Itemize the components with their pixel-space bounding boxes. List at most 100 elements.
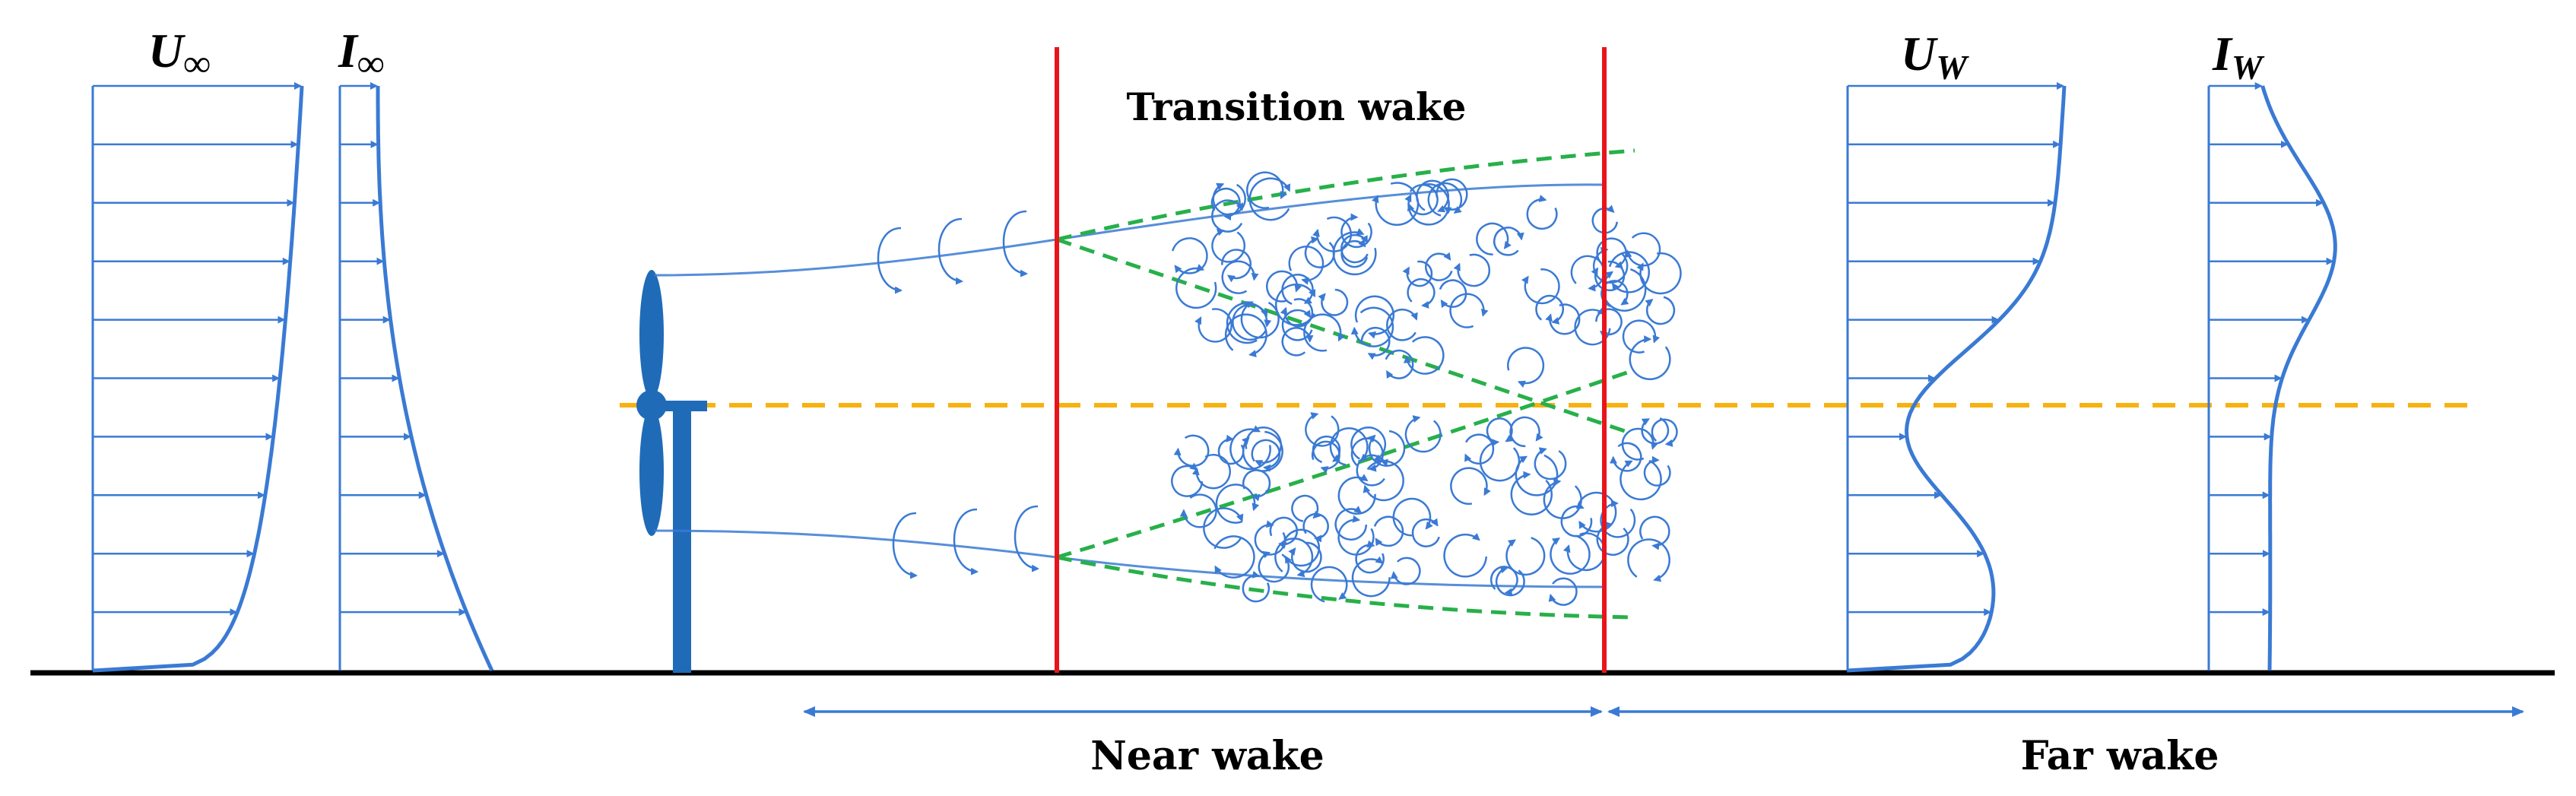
tip-vortex-icon: [892, 512, 918, 579]
vortex-curl-icon: [1643, 455, 1671, 487]
vortex-curl-icon: [1416, 179, 1449, 213]
vortex-curl-icon: [1310, 566, 1348, 603]
vortex-curl-icon: [1404, 415, 1442, 453]
shear-layer-upper-inner: [1056, 237, 1628, 434]
vortex-curl-icon: [1550, 534, 1591, 575]
vortex-curl-icon: [1274, 538, 1314, 578]
vortex-curl-icon: [1427, 182, 1463, 217]
vortex-curl-icon: [1627, 538, 1670, 582]
vortex-curl-icon: [1211, 228, 1245, 263]
vortex-curl-icon: [1305, 412, 1340, 447]
vortex-curl-icon: [1367, 430, 1406, 467]
tip-vortex-icon: [1014, 505, 1039, 572]
wake-boundary-lower: [653, 529, 1605, 588]
tip-vortex-icon: [877, 227, 903, 294]
vortex-curl-icon: [1213, 535, 1255, 579]
vortex-curl-icon: [1269, 516, 1298, 550]
vortex-curl-icon: [1476, 222, 1512, 255]
vortex-curl-icon: [1425, 252, 1453, 281]
vortex-curl-icon: [1535, 294, 1564, 325]
vortex-curl-icon: [1510, 471, 1553, 515]
vortex-curl-icon: [1337, 474, 1376, 515]
vortex-curl-icon: [1645, 296, 1676, 325]
inflow-turbulence-symbol: I: [338, 24, 359, 78]
wake-velocity-subscript: W: [1936, 48, 1969, 87]
vortex-field: [877, 171, 1682, 606]
vortex-curl-icon: [1355, 540, 1385, 574]
vortex-curl-icon: [1570, 255, 1605, 292]
inflow-velocity-label: U∞: [148, 24, 211, 84]
vortex-curl-icon: [1340, 239, 1369, 268]
vortex-curl-icon: [1210, 187, 1241, 221]
vortex-curl-icon: [1172, 237, 1208, 274]
vortex-curl-icon: [1521, 268, 1560, 305]
wake-turbulence-symbol: I: [2212, 27, 2233, 81]
turbine-blade-lower: [639, 407, 664, 536]
vortex-curl-icon: [1221, 249, 1252, 283]
wake-turbulence-profile: [2207, 82, 2337, 671]
vortex-curl-icon: [1562, 532, 1606, 572]
wake-velocity-profile: [1846, 82, 2067, 673]
vortex-curl-icon: [1283, 528, 1320, 567]
vortex-curl-icon: [1173, 434, 1210, 468]
inflow-turbulence-label: I∞: [338, 24, 385, 84]
vortex-curl-icon: [1171, 462, 1204, 497]
vortex-curl-icon: [1622, 319, 1661, 354]
near-wake-label: Near wake: [1090, 733, 1324, 779]
transition-wake-label: Transition wake: [1127, 84, 1467, 129]
vortex-curl-icon: [1392, 497, 1433, 537]
vortex-curl-icon: [1450, 467, 1491, 506]
vortex-curl-icon: [1505, 537, 1546, 576]
vortex-curl-icon: [1560, 502, 1593, 538]
wake-turbulence-subscript: W: [2232, 48, 2265, 87]
wake-velocity-label: UW: [1901, 27, 1969, 87]
vortex-curl-icon: [1545, 303, 1581, 335]
vortex-curl-icon: [1334, 506, 1368, 541]
inflow-velocity-subscript: ∞: [183, 42, 211, 84]
vortex-curl-icon: [1548, 577, 1578, 606]
vortex-curl-icon: [1311, 440, 1340, 474]
vortex-curl-icon: [1372, 182, 1420, 227]
vortex-curl-icon: [1179, 493, 1217, 528]
vortex-curl-icon: [1443, 532, 1488, 578]
vortex-curl-icon: [1215, 484, 1260, 524]
vortex-curl-icon: [1242, 570, 1271, 603]
vortex-curl-icon: [1332, 228, 1377, 276]
vortex-curl-icon: [1337, 515, 1375, 556]
vortex-curl-icon: [1251, 439, 1281, 472]
vortex-curl-icon: [1534, 447, 1567, 480]
vortex-curl-icon: [1303, 313, 1345, 352]
vortex-curl-icon: [1390, 557, 1421, 585]
vortex-curl-icon: [1439, 279, 1467, 309]
vortex-curl-icon: [1385, 349, 1414, 379]
inflow-turbulence-subscript: ∞: [357, 42, 385, 84]
turbine-blade-upper: [639, 270, 664, 399]
vortex-curl-icon: [1258, 550, 1290, 583]
vortex-curl-icon: [1203, 507, 1244, 549]
vortex-curl-icon: [1509, 416, 1543, 448]
vortex-curl-icon: [1507, 347, 1545, 388]
vortex-curl-icon: [1356, 454, 1388, 487]
vortex-curl-icon: [1194, 308, 1232, 343]
vortex-curl-icon: [1274, 283, 1316, 326]
wake-velocity-symbol: U: [1901, 27, 1938, 81]
vortex-curl-icon: [1596, 237, 1627, 268]
shear-layer-lower-inner: [1056, 370, 1628, 560]
vortex-curl-icon: [1291, 494, 1321, 522]
shear-layer-lines: [1056, 148, 1635, 620]
tip-vortex-icon: [937, 217, 963, 285]
vortex-curl-icon: [1515, 454, 1559, 496]
vortex-curl-icon: [1526, 195, 1558, 230]
vortex-curl-icon: [1620, 459, 1662, 501]
inflow-velocity-symbol: U: [148, 24, 186, 78]
turbine-hub: [636, 390, 667, 420]
vortex-curl-icon: [1242, 469, 1271, 502]
vortex-curl-icon: [1360, 326, 1391, 360]
vortex-curl-icon: [1232, 303, 1268, 341]
tip-vortex-icon: [1002, 210, 1028, 277]
inflow-turbulence-profile: [338, 82, 494, 672]
vortex-curl-icon: [1175, 264, 1217, 309]
vortex-curl-icon: [1242, 430, 1283, 472]
vortex-curl-icon: [1302, 512, 1329, 543]
